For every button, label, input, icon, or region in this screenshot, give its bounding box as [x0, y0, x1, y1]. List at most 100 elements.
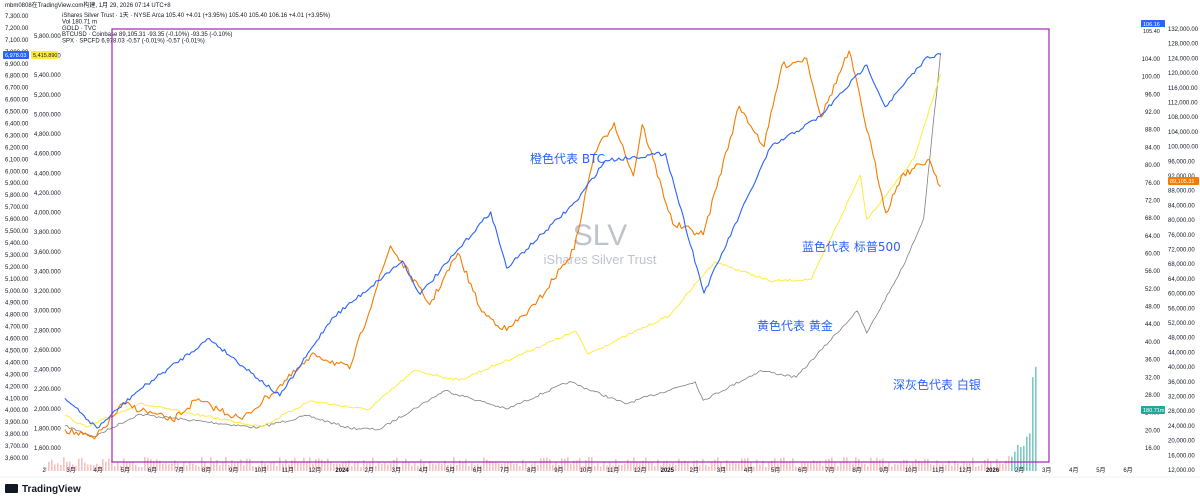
volume-bar — [837, 466, 839, 471]
volume-bar — [426, 466, 428, 471]
legend-line[interactable]: BTCUSD · Coinbase 89,105.31 -93.35 (-0.1… — [62, 32, 232, 38]
annotation-spx[interactable]: 蓝色代表 标普500 — [802, 240, 901, 254]
series-line-ishares[interactable] — [64, 52, 941, 437]
time-tick-label: 6月 — [1123, 467, 1132, 474]
volume-bar — [738, 463, 740, 471]
annotation-gold[interactable]: 黄色代表 黄金 — [757, 318, 833, 333]
legend-line[interactable]: Vol 180.71 m — [62, 19, 97, 25]
volume-bar — [954, 461, 956, 471]
volume-bar — [762, 460, 764, 471]
right-axis-slv[interactable]: 104.00 100.00 96.00 92.00 88.00 84.00 80.00 76.… — [1142, 57, 1161, 452]
volume-bar — [1023, 445, 1025, 471]
volume-bar — [744, 458, 746, 471]
time-axis[interactable]: 2 3月 4月 5月 6月 7月 8月 9月 10月 11月 12月 2024 2月 3月 4月 5月 6月 7月… — [42, 467, 1132, 474]
volume-bar — [1029, 433, 1031, 471]
time-tick-label: 3月 — [66, 467, 75, 474]
spx-tick-label: 4,700.00 — [5, 325, 29, 331]
slv-price-badge-bg — [1141, 20, 1165, 28]
volume-bar — [687, 461, 689, 471]
volume-bar — [735, 463, 737, 471]
time-tick-label: 3月 — [1042, 467, 1051, 474]
annotation-silver[interactable]: 深灰色代表 白银 — [893, 377, 981, 392]
volume-bar — [597, 463, 599, 471]
time-tick-label: 10月 — [580, 467, 593, 474]
volume-bar — [357, 462, 359, 471]
gold-tick-label: 2,400.000 — [34, 368, 61, 374]
volume-bar — [750, 461, 752, 471]
right-axis-btc[interactable]: 132,000.00 128,000.00 124,000.00 120,000.00… — [1168, 27, 1199, 474]
volume-bar — [627, 459, 629, 471]
volume-bar — [132, 462, 134, 471]
time-tick-label: 11月 — [932, 467, 944, 474]
volume-bar — [408, 461, 410, 471]
volume-bar — [387, 464, 389, 471]
volume-bar — [321, 459, 323, 471]
volume-bar — [87, 464, 89, 471]
volume-bar — [498, 463, 500, 471]
time-tick-label: 2月 — [690, 467, 699, 474]
spx-tick-label: 4,100.00 — [5, 396, 29, 402]
volume-bar — [588, 457, 590, 471]
volume-bar — [318, 458, 320, 471]
btc-tick-label: 76,000.00 — [1168, 233, 1195, 239]
legend-line[interactable]: iShares Silver Trust · 1天 · NYSE Arca 10… — [62, 12, 330, 19]
volume-bar — [336, 463, 338, 471]
spx-tick-label: 6,900.00 — [5, 62, 29, 68]
series-line-btcusd[interactable] — [64, 50, 941, 440]
left-axis-spx[interactable]: 7,300.007,200.007,100.007,000.006,900.00… — [5, 14, 29, 462]
volume-bar — [504, 463, 506, 471]
volume-bar — [630, 462, 632, 471]
volume-bar — [468, 465, 470, 471]
annotation-btc[interactable]: 橙色代表 BTC — [530, 151, 605, 166]
legend-line[interactable]: GOLD · TVC — [62, 26, 97, 32]
volume-bar — [957, 463, 959, 471]
slv-tick-label: 28.00 — [1145, 393, 1161, 399]
gold-tick-label: 5,200.000 — [34, 93, 61, 99]
volume-bar — [54, 464, 56, 471]
tradingview-logo[interactable]: TradingView — [5, 484, 81, 495]
legend-line[interactable]: SPX · SPCFD 6,978.03 -0.57 (-0.01%) -0.5… — [62, 39, 205, 45]
volume-bar — [648, 462, 650, 471]
volume-bar — [111, 459, 113, 471]
spx-tick-label: 5,900.00 — [5, 181, 29, 187]
volume-bar — [177, 463, 179, 471]
series-line-gold[interactable] — [64, 73, 942, 428]
volume-bar — [693, 460, 695, 471]
volume-bar — [576, 460, 578, 471]
volume-bar — [621, 464, 623, 471]
volume-bar — [573, 460, 575, 471]
volume-bar — [654, 466, 656, 471]
volume-bar — [780, 458, 782, 471]
volume-bar — [216, 460, 218, 471]
spx-tick-label: 6,300.00 — [5, 134, 29, 140]
series-line-spx[interactable] — [64, 52, 941, 429]
volume-bar — [570, 463, 572, 471]
spx-tick-label: 5,400.00 — [5, 241, 29, 247]
volume-bar — [960, 465, 962, 471]
volume-bar — [945, 464, 947, 471]
time-tick-label: 7月 — [825, 467, 834, 474]
gold-tick-label: 5,000.000 — [34, 113, 61, 119]
volume-bar — [303, 457, 305, 471]
volume-bar — [462, 461, 464, 471]
time-tick-label: 6月 — [798, 467, 807, 474]
left-axis-gold[interactable]: 5,800.0005,600.0005,400.0005,200.0005,00… — [34, 34, 61, 452]
legend: iShares Silver Trust · 1天 · NYSE Arca 10… — [62, 12, 330, 45]
volume-bar — [699, 465, 701, 471]
drawn-rectangle[interactable] — [111, 28, 1050, 463]
volume-bar — [690, 466, 692, 471]
gold-tick-label: 2,000.000 — [34, 407, 61, 413]
btc-price-badge-bg — [1168, 177, 1199, 185]
volume-bar — [450, 464, 452, 471]
volume-bar — [252, 466, 254, 471]
volume-bar — [507, 462, 509, 471]
slv-tick-label: 92.00 — [1145, 110, 1161, 116]
volume-bar — [66, 461, 68, 471]
volume-bar — [825, 459, 827, 471]
volume-bar — [264, 463, 266, 471]
btc-tick-label: 40,000.00 — [1168, 365, 1195, 371]
volume-bar — [789, 462, 791, 471]
volume-bar — [381, 464, 383, 471]
volume-bar — [993, 466, 995, 471]
